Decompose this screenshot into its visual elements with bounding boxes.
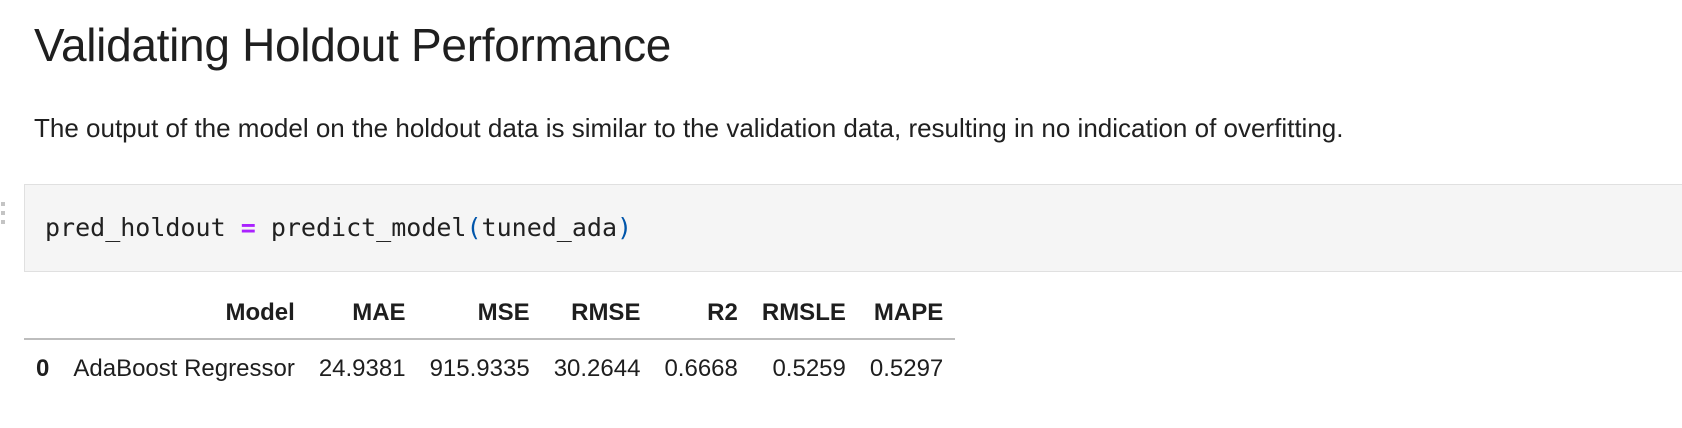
code-function: predict_model bbox=[270, 213, 467, 242]
column-header-r2: R2 bbox=[652, 286, 750, 340]
code-open-paren: ( bbox=[466, 213, 482, 242]
column-header-mse: MSE bbox=[417, 286, 542, 340]
code-operator: = bbox=[240, 213, 256, 242]
column-header-mape: MAPE bbox=[857, 286, 956, 340]
markdown-paragraph: The output of the model on the holdout d… bbox=[34, 113, 1344, 143]
code-cell-input[interactable]: pred_holdout = predict_model(tuned_ada) bbox=[24, 184, 1682, 272]
row-index: 0 bbox=[36, 355, 50, 382]
markdown-heading: Validating Holdout Performance bbox=[34, 19, 672, 71]
column-header-rmsle: RMSLE bbox=[749, 286, 858, 340]
cell-mae: 24.9381 bbox=[318, 355, 406, 382]
cell-mape: 0.5297 bbox=[869, 355, 944, 382]
cell-rmsle: 0.5259 bbox=[772, 355, 846, 382]
cell-mse: 915.9335 bbox=[429, 355, 530, 382]
cell-r2: 0.6668 bbox=[664, 355, 738, 382]
column-header-model: Model bbox=[61, 286, 307, 340]
table-row: 0 AdaBoost Regressor 24.9381 915.9335 30… bbox=[24, 339, 955, 398]
code-variable: pred_holdout bbox=[45, 213, 226, 242]
column-header-mae: MAE bbox=[306, 286, 418, 340]
index-header bbox=[24, 286, 62, 340]
code-close-paren: ) bbox=[617, 213, 633, 242]
column-header-rmse: RMSE bbox=[541, 286, 653, 340]
cell-drag-handle-icon[interactable] bbox=[0, 202, 6, 224]
code-line[interactable]: pred_holdout = predict_model(tuned_ada) bbox=[45, 211, 632, 245]
output-dataframe: Model MAE MSE RMSE R2 RMSLE MAPE 0 AdaBo… bbox=[24, 286, 956, 398]
code-argument: tuned_ada bbox=[481, 213, 618, 242]
cell-model: AdaBoost Regressor bbox=[73, 355, 295, 382]
table-header-row: Model MAE MSE RMSE R2 RMSLE MAPE bbox=[24, 286, 956, 340]
cell-rmse: 30.2644 bbox=[553, 355, 641, 382]
